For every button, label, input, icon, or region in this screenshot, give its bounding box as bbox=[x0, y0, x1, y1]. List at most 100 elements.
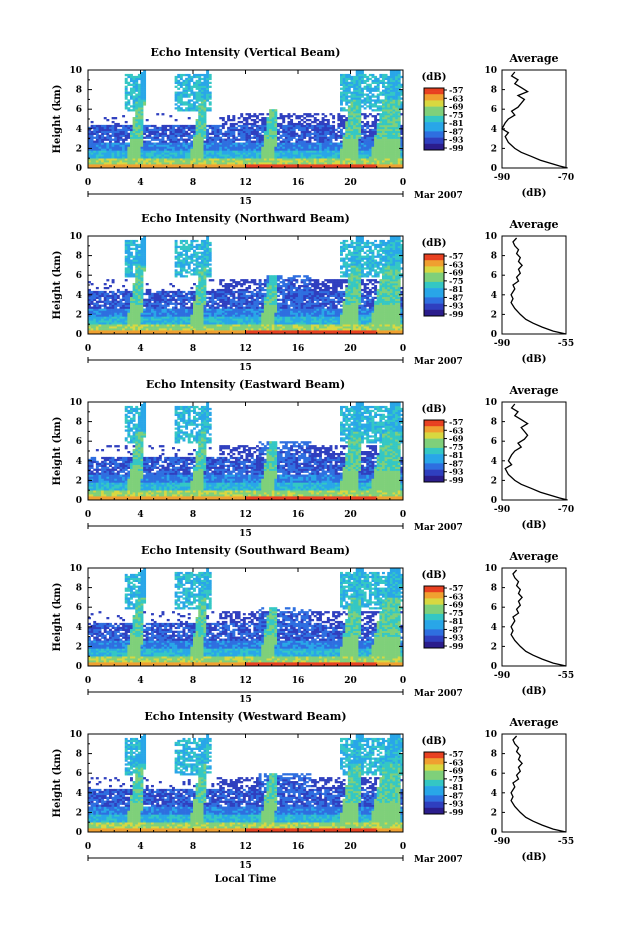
heatmap-cell bbox=[230, 152, 233, 154]
heatmap-cell bbox=[162, 131, 165, 133]
heatmap-cell bbox=[309, 154, 312, 156]
heatmap-cell bbox=[125, 148, 128, 150]
heatmap-cell bbox=[382, 115, 385, 117]
heatmap-cell bbox=[301, 139, 304, 141]
heatmap-cell bbox=[280, 137, 283, 139]
heatmap-cell bbox=[130, 88, 133, 90]
heatmap-cell bbox=[327, 131, 330, 133]
heatmap-cell bbox=[193, 303, 196, 305]
heatmap-cell bbox=[303, 146, 306, 148]
heatmap-cell bbox=[127, 301, 130, 303]
heatmap-cell bbox=[125, 275, 128, 277]
heatmap-cell bbox=[377, 88, 380, 90]
heatmap-cell bbox=[288, 125, 291, 127]
heatmap-cell bbox=[201, 143, 204, 145]
heatmap-cell bbox=[99, 127, 102, 129]
heatmap-cell bbox=[358, 150, 361, 152]
heatmap-cell bbox=[387, 162, 390, 164]
heatmap-cell bbox=[274, 148, 277, 150]
heatmap-cell bbox=[114, 143, 117, 145]
heatmap-cell bbox=[190, 143, 193, 145]
heatmap-cell bbox=[146, 312, 149, 314]
heatmap-cell bbox=[141, 121, 144, 123]
heatmap-cell bbox=[101, 305, 104, 307]
heatmap-cell bbox=[183, 82, 186, 84]
heatmap-cell bbox=[211, 133, 214, 135]
heatmap-cell bbox=[180, 162, 183, 164]
heatmap-cell bbox=[109, 146, 112, 148]
heatmap-cell bbox=[343, 162, 346, 164]
heatmap-cell bbox=[222, 150, 225, 152]
heatmap-cell bbox=[175, 146, 178, 148]
heatmap-cell bbox=[183, 291, 186, 293]
heatmap-cell bbox=[267, 129, 270, 131]
heatmap-cell bbox=[172, 137, 175, 139]
heatmap-cell bbox=[93, 320, 96, 322]
heatmap-cell bbox=[172, 156, 175, 158]
heatmap-cell bbox=[143, 84, 146, 86]
heatmap-cell bbox=[167, 156, 170, 158]
heatmap-cell bbox=[183, 84, 186, 86]
heatmap-cell bbox=[159, 312, 162, 314]
heatmap-cell bbox=[235, 127, 238, 129]
heatmap-cell bbox=[369, 99, 372, 101]
heatmap-cell bbox=[172, 152, 175, 154]
heatmap-cell bbox=[156, 160, 159, 162]
heatmap-cell bbox=[133, 123, 136, 125]
heatmap-cell bbox=[196, 314, 199, 316]
heatmap-cell bbox=[130, 131, 133, 133]
heatmap-cell bbox=[358, 101, 361, 103]
heatmap-cell bbox=[303, 133, 306, 135]
heatmap-cell bbox=[324, 115, 327, 117]
heatmap-cell bbox=[316, 131, 319, 133]
heatmap-cell bbox=[156, 137, 159, 139]
heatmap-cell bbox=[196, 82, 199, 84]
heatmap-cell bbox=[193, 95, 196, 97]
heatmap-cell bbox=[269, 146, 272, 148]
heatmap-cell bbox=[385, 162, 388, 164]
heatmap-cell bbox=[264, 125, 267, 127]
heatmap-cell bbox=[167, 324, 170, 326]
heatmap-cell bbox=[141, 246, 144, 248]
heatmap-cell bbox=[180, 146, 183, 148]
heatmap-cell bbox=[196, 139, 199, 141]
heatmap-cell bbox=[227, 135, 230, 137]
heatmap-cell bbox=[91, 133, 94, 135]
heatmap-cell bbox=[169, 143, 172, 145]
heatmap-cell bbox=[201, 154, 204, 156]
heatmap-cell bbox=[130, 260, 133, 262]
heatmap-cell bbox=[219, 156, 222, 158]
heatmap-cell bbox=[303, 137, 306, 139]
heatmap-cell bbox=[169, 303, 172, 305]
heatmap-cell bbox=[343, 76, 346, 78]
heatmap-cell bbox=[204, 127, 207, 129]
heatmap-cell bbox=[251, 119, 254, 121]
heatmap-cell bbox=[177, 256, 180, 258]
heatmap-cell bbox=[169, 310, 172, 312]
heatmap-cell bbox=[112, 133, 115, 135]
heatmap-cell bbox=[264, 127, 267, 129]
heatmap-cell bbox=[316, 119, 319, 121]
heatmap-cell bbox=[125, 150, 128, 152]
heatmap-cell bbox=[99, 318, 102, 320]
heatmap-cell bbox=[156, 148, 159, 150]
heatmap-cell bbox=[324, 125, 327, 127]
heatmap-cell bbox=[130, 154, 133, 156]
heatmap-cell bbox=[390, 162, 393, 164]
heatmap-cell bbox=[395, 95, 398, 97]
heatmap-cell bbox=[253, 162, 256, 164]
heatmap-cell bbox=[146, 307, 149, 309]
heatmap-cell bbox=[395, 127, 398, 129]
heatmap-cell bbox=[256, 162, 259, 164]
heatmap-cell bbox=[141, 156, 144, 158]
heatmap-cell bbox=[288, 148, 291, 150]
heatmap-cell bbox=[183, 240, 186, 242]
heatmap-cell bbox=[319, 164, 322, 166]
heatmap-cell bbox=[217, 154, 220, 156]
heatmap-cell bbox=[209, 92, 212, 94]
heatmap-cell bbox=[259, 129, 262, 131]
heatmap-cell bbox=[130, 299, 133, 301]
heatmap-cell bbox=[343, 88, 346, 90]
heatmap-cell bbox=[393, 135, 396, 137]
heatmap-cell bbox=[162, 305, 165, 307]
